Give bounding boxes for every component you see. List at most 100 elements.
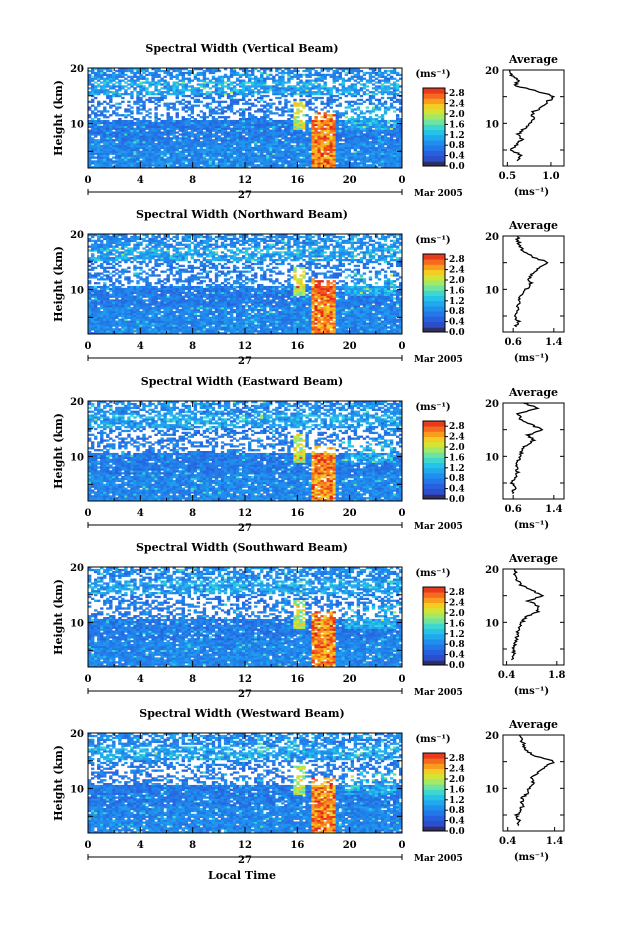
heatmap-cell: [88, 75, 92, 78]
heatmap-cell: [163, 160, 167, 163]
heatmap-cell: [284, 137, 288, 140]
heatmap-cell: [365, 324, 370, 327]
heatmap-cell: [154, 135, 158, 138]
heatmap-cell: [238, 139, 243, 142]
heatmap-cell: [362, 73, 367, 77]
heatmap-cell: [148, 129, 152, 132]
heatmap-cell: [338, 68, 342, 71]
heatmap-cell: [241, 127, 246, 130]
heatmap-cell: [356, 98, 361, 102]
heatmap-cell: [241, 98, 246, 102]
heatmap-cell: [100, 131, 104, 134]
heatmap-cell: [118, 328, 122, 331]
heatmap-cell: [118, 143, 122, 146]
heatmap-cell: [220, 148, 225, 152]
heatmap-cell: [217, 129, 222, 132]
heatmap-cell: [338, 73, 342, 77]
heatmap-cell: [136, 326, 140, 329]
heatmap-cell: [241, 93, 246, 96]
heatmap-cell: [97, 75, 101, 78]
heatmap-cell: [121, 324, 125, 327]
heatmap-cell: [136, 129, 140, 132]
heatmap-cell: [326, 100, 330, 103]
heatmap-cell: [175, 158, 179, 161]
heatmap-cell: [392, 164, 397, 167]
heatmap-cell: [254, 164, 258, 167]
heatmap-cell: [160, 83, 164, 86]
heatmap-cell: [178, 100, 182, 103]
heatmap-cell: [383, 110, 388, 113]
heatmap-cell: [196, 148, 201, 152]
panel-0: Spectral Width (Vertical Beam)2010Height…: [52, 42, 565, 201]
heatmap-cell: [344, 144, 348, 148]
heatmap-cell: [208, 127, 213, 130]
heatmap-cell: [133, 166, 137, 169]
heatmap-cell: [121, 316, 125, 319]
heatmap-cell: [175, 85, 179, 88]
heatmap-cell: [202, 328, 207, 331]
heatmap-cell: [302, 154, 306, 157]
heatmap-cell: [202, 324, 207, 327]
heatmap-cell: [157, 166, 161, 169]
heatmap-cell: [232, 89, 237, 92]
heatmap-cell: [272, 162, 276, 165]
heatmap-cell: [272, 326, 276, 329]
heatmap-cell: [97, 85, 101, 88]
heatmap-cell: [196, 79, 201, 82]
heatmap-cell: [344, 164, 348, 167]
heatmap-cell: [350, 125, 355, 128]
heatmap-cell: [142, 150, 146, 153]
heatmap-cell: [196, 98, 201, 102]
heatmap-cell: [269, 125, 273, 128]
heatmap-cell: [187, 160, 191, 163]
heatmap-cell: [359, 318, 364, 321]
heatmap-cell: [257, 93, 261, 96]
heatmap-cell: [302, 322, 306, 325]
heatmap-cell: [109, 129, 113, 132]
heatmap-cell: [157, 320, 161, 323]
heatmap-cell: [248, 160, 252, 163]
heatmap-cell: [184, 119, 188, 123]
heatmap-cell: [121, 328, 125, 331]
heatmap-cell: [175, 127, 179, 130]
heatmap-cell: [287, 89, 291, 92]
heatmap-cell: [335, 127, 339, 130]
heatmap-cell: [380, 137, 385, 140]
heatmap-cell: [142, 143, 146, 146]
colorbar-swatch: [423, 134, 445, 141]
heatmap-cell: [142, 118, 146, 121]
heatmap-cell: [254, 318, 258, 321]
heatmap-cell: [353, 152, 358, 155]
heatmap-cell: [386, 143, 391, 146]
colorbar-swatch: [423, 119, 445, 125]
heatmap-cell: [232, 100, 237, 103]
heatmap-cell: [362, 328, 367, 331]
heatmap-cell: [299, 102, 303, 105]
heatmap-cell: [248, 102, 252, 105]
heatmap-cell: [311, 146, 315, 150]
heatmap-cell: [169, 85, 173, 88]
heatmap-cell: [133, 137, 137, 140]
heatmap-cell: [223, 73, 228, 77]
heatmap-cell: [151, 324, 155, 327]
heatmap-cell: [121, 137, 125, 140]
heatmap-cell: [341, 121, 345, 125]
heatmap-cell: [145, 91, 149, 94]
heatmap-cell: [395, 127, 400, 130]
heatmap-cell: [257, 154, 261, 157]
heatmap-cell: [275, 69, 279, 73]
colorbar-tick-label: 1.6: [449, 120, 465, 130]
heatmap-cell: [362, 125, 367, 128]
heatmap-cell: [151, 129, 155, 132]
heatmap-cell: [368, 123, 373, 127]
heatmap-cell: [287, 110, 291, 113]
heatmap-cell: [127, 131, 131, 134]
heatmap-cell: [317, 322, 321, 325]
heatmap-cell: [287, 146, 291, 150]
heatmap-cell: [232, 129, 237, 132]
heatmap-cell: [232, 322, 237, 325]
heatmap-cell: [371, 87, 376, 90]
heatmap-cell: [115, 94, 119, 98]
heatmap-cell: [341, 164, 345, 167]
heatmap-cell: [359, 160, 364, 163]
